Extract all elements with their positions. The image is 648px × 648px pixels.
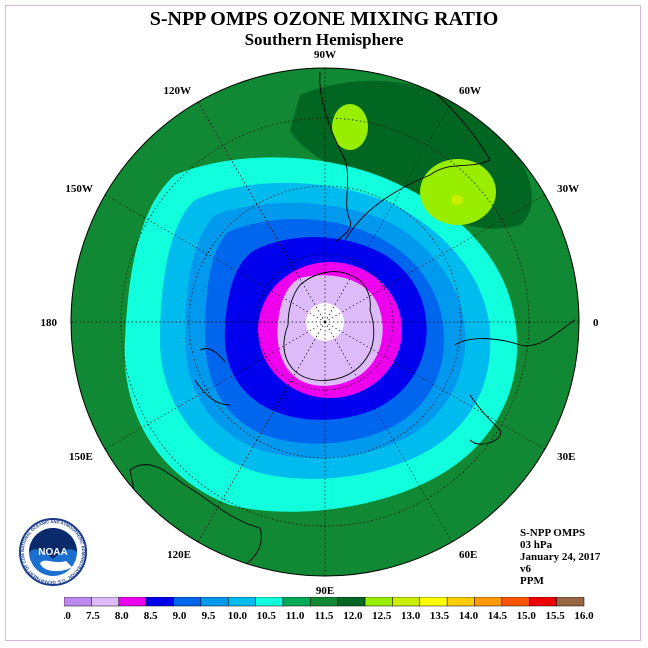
noaa-logo-text: NOAA: [38, 547, 67, 558]
colorbar-box-2: [118, 597, 147, 607]
colorbar-label-9-5: 9.5: [202, 610, 216, 622]
ozone-field-yellow-core: [451, 195, 463, 205]
longitude-label-90w: 90W: [314, 49, 336, 61]
colorbar-label-13-0: 13.0: [401, 610, 421, 622]
longitude-label-30e: 30E: [557, 451, 575, 463]
longitude-label-30w: 30W: [557, 183, 579, 195]
map-border: [70, 67, 580, 577]
colorbar-box-14: [446, 597, 475, 607]
frame-border: [5, 5, 641, 641]
colorbar-label-10-5: 10.5: [257, 610, 277, 622]
colorbar: 7.0 7.5 8.0 8.5 9.0 9.5 10.0 10.5 11.0 11.5 12.0 12…: [64, 597, 594, 622]
colorbar-box-8: [282, 597, 311, 607]
colorbar-label-7-5: 7.5: [86, 610, 100, 622]
colorbar-box-7: [255, 597, 284, 607]
new-zealand-coast: [194, 348, 231, 406]
colorbar-label-12-0: 12.0: [343, 610, 363, 622]
ozone-field-yellow-green-2: [420, 159, 496, 225]
map-subtitle: Southern Hemisphere: [244, 30, 404, 49]
colorbar-box-5: [200, 597, 229, 607]
colorbar-label-16-0: 16.0: [574, 610, 594, 622]
colorbar-label-11-0: 11.0: [286, 610, 305, 622]
longitude-label-60w: 60W: [459, 85, 481, 97]
africa-coast: [454, 319, 576, 445]
ozone-field-yellow-green-1: [332, 104, 368, 150]
colorbar-box-3: [145, 597, 174, 607]
graticule: [71, 68, 579, 576]
colorbar-label-8-5: 8.5: [144, 610, 158, 622]
colorbar-box-17: [529, 597, 557, 607]
colorbar-label-8-0: 8.0: [115, 610, 129, 622]
noaa-logo: NOAA NATIONAL OCEANIC AND ATMOSPHERIC AD…: [18, 517, 87, 586]
colorbar-label-11-5: 11.5: [315, 610, 334, 622]
colorbar-label-13-5: 13.5: [430, 610, 450, 622]
colorbar-label-10-0: 10.0: [228, 610, 248, 622]
longitude-label-180: 180: [41, 317, 58, 329]
product-info: S-NPP OMPS 03 hPa January 24, 2017 v6 PP…: [520, 527, 600, 587]
colorbar-box-6: [227, 597, 256, 607]
colorbar-label-9-0: 9.0: [173, 610, 187, 622]
colorbar-label-12-5: 12.5: [372, 610, 392, 622]
longitude-label-60e: 60E: [459, 549, 477, 561]
info-date: January 24, 2017: [520, 551, 601, 563]
colorbar-box-11: [364, 597, 393, 607]
colorbar-label-7-0: 7.0: [64, 610, 71, 622]
longitude-labels: 90W 60W 30W 0 30E 60E 90E 120E 150E 180 150W 120W: [41, 49, 600, 597]
colorbar-box-4: [173, 597, 202, 607]
colorbar-box-9: [310, 597, 338, 607]
longitude-label-150e: 150E: [69, 451, 93, 463]
colorbar-label-15-0: 15.0: [517, 610, 537, 622]
colorbar-box-15: [474, 597, 503, 607]
info-instrument: S-NPP OMPS: [520, 527, 586, 539]
south-america-coast: [319, 71, 352, 243]
colorbar-label-15-5: 15.5: [545, 610, 565, 622]
colorbar-box-13: [419, 597, 448, 607]
longitude-label-120w: 120W: [164, 85, 192, 97]
longitude-label-150w: 150W: [65, 183, 93, 195]
map-title: S-NPP OMPS OZONE MIXING RATIO: [149, 8, 499, 30]
info-units: PPM: [520, 575, 544, 587]
colorbar-box-0: [64, 597, 92, 607]
info-pressure-level: 03 hPa: [520, 539, 553, 551]
longitude-label-90e: 90E: [316, 585, 334, 597]
longitude-label-0: 0: [593, 317, 599, 329]
colorbar-label-14-5: 14.5: [488, 610, 508, 622]
info-version: v6: [520, 563, 531, 575]
colorbar-box-1: [91, 597, 119, 607]
colorbar-box-16: [501, 597, 530, 607]
colorbar-box-10: [337, 597, 366, 607]
south-america-coast-east: [344, 71, 491, 241]
colorbar-box-18: [556, 597, 585, 607]
colorbar-box-12: [392, 597, 421, 607]
longitude-label-120e: 120E: [167, 549, 191, 561]
colorbar-label-14-0: 14.0: [459, 610, 479, 622]
